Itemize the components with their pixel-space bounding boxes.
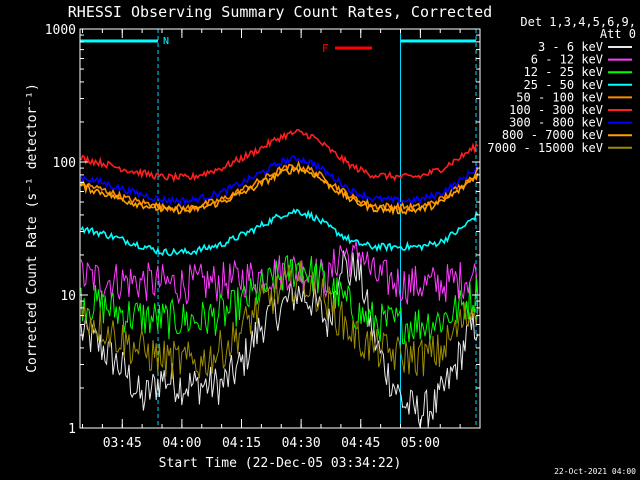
legend-entry-label: 7000 - 15000 keV — [487, 141, 603, 155]
series-line — [80, 208, 479, 257]
flare-annotation-label: F — [322, 42, 329, 55]
legend-header-detectors: Det 1,3,4,5,6,9, — [520, 15, 636, 29]
series-line — [80, 254, 479, 345]
x-tick-label: 04:45 — [341, 436, 380, 451]
footer-timestamp: 22-Oct-2021 04:00 — [554, 467, 636, 476]
legend-header-attenuator: Att 0 — [600, 27, 636, 41]
x-axis-label: Start Time (22-Dec-05 03:34:22) — [159, 456, 402, 471]
series-line — [80, 240, 479, 305]
series-line — [80, 250, 479, 428]
legend-entry-label: 25 - 50 keV — [524, 78, 603, 92]
legend-entry-label: 6 - 12 keV — [531, 53, 603, 67]
legend-entry-label: 50 - 100 keV — [516, 90, 603, 104]
axes: 1 10 100 1000 03:45 04:00 04:15 04:30 04:45 05:00 — [45, 23, 480, 451]
legend-entry-label: 300 - 800 keV — [509, 116, 603, 130]
y-tick-label: 10 — [60, 289, 76, 304]
legend-entry-label: 100 - 300 keV — [509, 103, 603, 117]
y-tick-label: 1000 — [45, 23, 76, 38]
y-tick-label: 100 — [53, 156, 76, 171]
legend-entry-label: 800 - 7000 keV — [502, 128, 603, 142]
legend-entry-label: 12 - 25 keV — [524, 65, 603, 79]
x-tick-label: 05:00 — [401, 436, 440, 451]
series-line — [80, 160, 479, 214]
x-tick-label: 04:30 — [282, 436, 321, 451]
series-line — [80, 164, 479, 216]
x-tick-label: 04:15 — [222, 436, 261, 451]
series-line — [80, 155, 478, 207]
legend-entry-label: 3 - 6 keV — [538, 40, 603, 54]
chart-title: RHESSI Observing Summary Count Rates, Co… — [68, 3, 492, 21]
plot-frame — [79, 28, 481, 429]
y-axis-label: Corrected Count Rate (s⁻¹ detector⁻¹) — [25, 83, 40, 373]
night-annotation-label: N — [163, 36, 169, 47]
x-tick-label: 03:45 — [103, 436, 142, 451]
chart-marks: NF — [79, 29, 479, 428]
x-tick-label: 04:00 — [162, 436, 201, 451]
y-tick-label: 1 — [68, 422, 76, 437]
series-line — [80, 260, 479, 380]
series-line — [80, 129, 479, 184]
